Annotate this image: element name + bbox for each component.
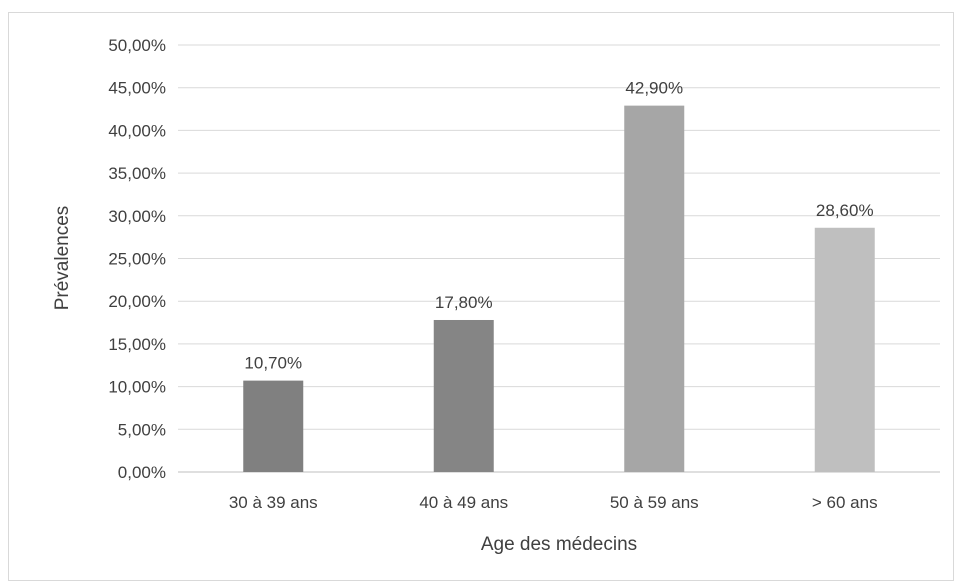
bar: [433, 319, 494, 472]
bar: [243, 380, 304, 472]
data-labels: 10,70% 17,80% 42,90% 28,60%: [244, 79, 873, 373]
y-tick-label: 30,00%: [108, 207, 166, 226]
y-tick-labels: 0,00% 5,00% 10,00% 15,00% 20,00% 25,00% 30,00%…: [108, 36, 166, 482]
y-tick-label: 35,00%: [108, 164, 166, 183]
y-tick-label: 0,00%: [118, 463, 166, 482]
y-tick-label: 5,00%: [118, 420, 166, 439]
x-tick-label: 30 à 39 ans: [229, 493, 318, 512]
x-tick-label: > 60 ans: [812, 493, 878, 512]
data-label: 17,80%: [435, 293, 493, 312]
bar: [814, 227, 875, 472]
x-tick-label: 40 à 49 ans: [419, 493, 508, 512]
gridlines: [178, 44, 940, 473]
y-tick-label: 40,00%: [108, 121, 166, 140]
y-tick-label: 25,00%: [108, 250, 166, 269]
x-tick-labels: 30 à 39 ans 40 à 49 ans 50 à 59 ans > 60 an…: [229, 493, 878, 512]
data-label: 28,60%: [816, 201, 874, 220]
y-tick-label: 15,00%: [108, 335, 166, 354]
bar: [624, 105, 685, 472]
x-tick-label: 50 à 59 ans: [610, 493, 699, 512]
y-tick-label: 45,00%: [108, 79, 166, 98]
chart-frame: [8, 12, 954, 581]
bars: [243, 105, 875, 472]
y-tick-label: 10,00%: [108, 378, 166, 397]
y-axis-title: Prévalences: [52, 206, 73, 311]
y-tick-label: 50,00%: [108, 36, 166, 55]
x-axis-title: Age des médecins: [481, 534, 637, 555]
y-tick-label: 20,00%: [108, 292, 166, 311]
data-label: 42,90%: [625, 79, 683, 98]
data-label: 10,70%: [244, 354, 302, 373]
